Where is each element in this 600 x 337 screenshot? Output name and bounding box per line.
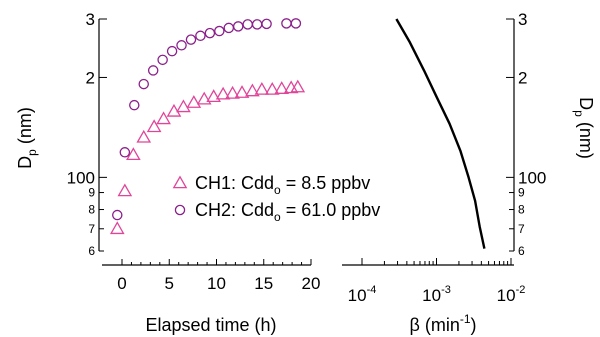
right-x-tick-label: 10-4 <box>348 284 377 305</box>
legend-ch1-label: CH1: Cddo = 8.5 ppbv <box>195 173 370 197</box>
right-y-tick-label: 7 <box>518 222 525 236</box>
beta-curve <box>395 18 486 249</box>
left-y-tick-label: 7 <box>88 222 95 236</box>
ch2-point <box>281 18 292 29</box>
ch2-point <box>112 209 123 221</box>
left-x-tick-label: 0 <box>117 274 126 293</box>
ch2-point <box>185 34 197 45</box>
ch1-point <box>146 119 162 133</box>
ch2-point <box>251 19 263 30</box>
ch2-point <box>204 27 216 39</box>
right-x-tick-label: 10-2 <box>497 284 526 305</box>
ch1-point <box>117 183 133 197</box>
ch1-point <box>245 83 260 97</box>
ch1-point <box>264 81 280 95</box>
right-y-tick-label: 6 <box>518 244 525 258</box>
ch2-point <box>223 22 235 34</box>
ch1-point <box>172 175 188 189</box>
ch2-point <box>174 204 186 216</box>
ch1-point <box>156 111 171 125</box>
left-x-axis-label: Elapsed time (h) <box>145 315 276 335</box>
left-y-tick-label: 2 <box>86 68 95 87</box>
left-x-tick-label: 10 <box>207 274 226 293</box>
left-x-tick-label: 20 <box>302 274 321 293</box>
ch2-point <box>214 25 225 37</box>
ch1-point <box>186 95 202 108</box>
ch1-point <box>196 91 212 105</box>
ch1-point <box>215 86 231 100</box>
ch2-point <box>261 18 272 30</box>
ch2-point <box>195 30 206 42</box>
ch1-point <box>176 99 191 113</box>
ch2-point <box>232 21 244 32</box>
right-y-tick-label: 8 <box>518 203 525 217</box>
ch1-point <box>274 81 290 94</box>
left-x-tick-label: 5 <box>165 274 174 293</box>
right-y-tick-label: 3 <box>518 10 527 29</box>
left-y-tick-label: 9 <box>88 186 95 200</box>
ch1-point <box>126 147 141 161</box>
legend-ch1-marker <box>172 175 188 189</box>
left-y-tick-label: 8 <box>88 203 95 217</box>
left-y-axis-label: Dp (nm) <box>15 107 39 169</box>
ch1-point <box>254 81 270 95</box>
ch2-point <box>157 54 168 66</box>
ch1-point <box>225 85 240 99</box>
left-y-tick-label: 100 <box>67 168 95 187</box>
legend-ch2-label: CH2: Cddo = 61.0 ppbv <box>195 200 380 224</box>
ch1-point <box>234 85 250 98</box>
ch2-point <box>242 19 253 30</box>
right-y-tick-label: 2 <box>518 68 527 87</box>
left-y-tick-label: 3 <box>86 10 95 29</box>
ch2-point <box>119 147 131 158</box>
ch1-point <box>136 129 152 143</box>
right-x-tick-label: 10-3 <box>422 284 451 305</box>
right-y-axis-label: Dp (nm) <box>572 97 596 159</box>
right-y-tick-label: 9 <box>518 186 525 200</box>
ch2-point <box>138 78 149 90</box>
legend-ch2-marker <box>174 204 186 216</box>
right-y-tick-label: 100 <box>518 168 546 187</box>
ch1-point <box>206 89 221 102</box>
ch2-point <box>290 18 302 29</box>
ch2-point <box>147 65 159 76</box>
ch2-point <box>129 99 140 111</box>
ch2-point <box>166 45 178 57</box>
left-x-tick-label: 15 <box>254 274 273 293</box>
right-x-axis-label: β (min-1) <box>409 312 476 335</box>
ch1-point <box>290 79 306 93</box>
ch1-point <box>109 221 125 235</box>
left-y-tick-label: 6 <box>88 244 95 258</box>
ch2-point <box>176 40 187 51</box>
